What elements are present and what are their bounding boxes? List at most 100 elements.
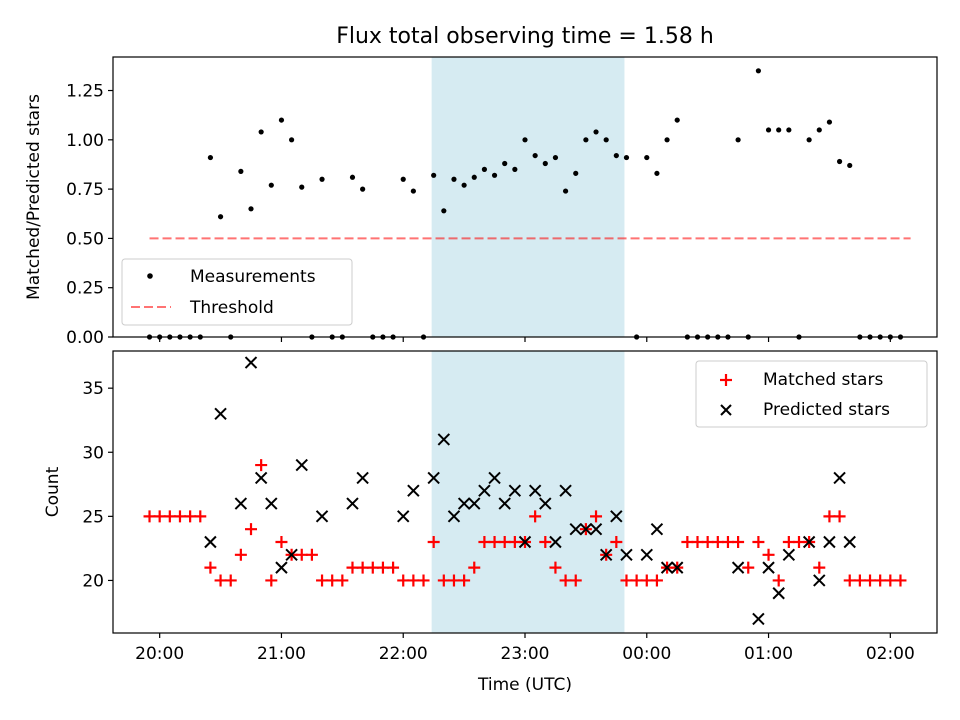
matched-star-point: [559, 574, 572, 587]
predicted-star-point: [671, 561, 684, 574]
y-tick-label: 0.50: [66, 229, 104, 249]
bottom-observing-span: [431, 351, 625, 633]
top-axes-frame: [112, 56, 938, 338]
matched-star-point: [437, 574, 450, 587]
y-tick-label: 35: [82, 379, 104, 399]
legend-predicted-marker: [720, 404, 732, 416]
predicted-star-point: [508, 484, 522, 497]
predicted-star-point: [447, 510, 461, 523]
matched-star-point: [427, 535, 440, 548]
measurement-point: [623, 154, 630, 161]
top-y-axis: 0.00 0.25 0.50 0.75 1.00 1.25: [66, 82, 113, 348]
matched-star-point: [245, 523, 258, 536]
y-tick-label: 25: [82, 507, 104, 527]
y-tick-label: 0.75: [66, 180, 104, 200]
matched-star-point: [752, 535, 765, 548]
matched-star-point: [569, 574, 582, 587]
x-tick-label: 20:00: [135, 644, 184, 664]
predicted-star-point: [782, 548, 796, 562]
x-tick-label: 23:00: [501, 644, 550, 664]
matched-star-point: [650, 574, 663, 587]
matched-star-point: [762, 548, 775, 561]
bottom-y-axis: 20 25 30 35: [82, 379, 113, 591]
measurement-point: [664, 137, 670, 143]
predicted-star-point: [823, 535, 836, 549]
legend-threshold-label: Threshold: [189, 298, 274, 318]
measurement-point: [735, 137, 741, 143]
matched-star-point: [214, 574, 227, 587]
measurement-point: [755, 68, 761, 74]
bottom-legend: Matched stars Predicted stars: [695, 360, 928, 428]
matched-star-point: [173, 510, 186, 523]
measurement-point: [481, 166, 488, 172]
matched-star-point: [732, 535, 745, 548]
matched-star-point: [874, 574, 887, 587]
predicted-star-point: [813, 574, 826, 587]
predicted-star-point: [346, 497, 359, 510]
predicted-star-point: [254, 471, 268, 485]
measurement-point: [238, 168, 244, 174]
predicted-star-point: [275, 561, 288, 574]
matched-star-point: [316, 574, 329, 587]
matched-star-point: [295, 548, 308, 561]
predicted-star-point: [620, 548, 633, 562]
matched-star-point: [823, 510, 836, 523]
top-observing-span: [431, 57, 625, 337]
measurement-point: [289, 137, 295, 143]
measurement-point: [674, 117, 680, 123]
bottom-y-axis-label: Count: [43, 466, 63, 517]
matched-star-point: [742, 561, 755, 574]
chart-title: Flux total observing time = 1.58 h: [336, 24, 714, 49]
matched-star-point: [458, 574, 471, 587]
measurement-point: [552, 154, 559, 161]
matched-star-point: [640, 574, 653, 587]
matched-star-point: [346, 561, 359, 574]
measurement-point: [491, 172, 498, 178]
matched-star-point: [539, 535, 552, 548]
measurement-point: [461, 182, 467, 188]
measurement-point: [278, 117, 285, 123]
measurement-point: [349, 174, 356, 180]
matched-star-point: [772, 574, 785, 587]
matched-star-point: [478, 535, 491, 548]
predicted-star-point: [772, 587, 785, 600]
predicted-star-point: [488, 471, 501, 485]
measurement-point: [319, 176, 325, 182]
predicted-star-point: [407, 484, 420, 497]
measurement-point: [776, 127, 782, 133]
bottom-panel: 20 25 30 35 20:00 21:00 22:00 23:00 00:00 01:00 0…: [43, 350, 938, 695]
predicted-star-point: [265, 497, 278, 510]
matched-star-point: [397, 574, 410, 587]
measurement-point: [562, 188, 569, 194]
predicted-star-point: [762, 561, 775, 574]
matched-star-point: [326, 574, 339, 587]
matched-star-point: [143, 510, 156, 523]
predicted-star-point: [478, 484, 491, 497]
y-tick-label: 1.25: [66, 82, 104, 102]
measurement-point: [258, 129, 264, 135]
predicted-star-point: [833, 471, 846, 485]
predicted-star-point: [285, 548, 298, 562]
matched-star-point: [529, 510, 542, 523]
x-axis-label: Time (UTC): [477, 675, 572, 695]
matched-star-point: [691, 535, 704, 548]
top-y-axis-label: Matched/Predicted stars: [24, 94, 44, 300]
y-tick-label: 1.00: [66, 131, 104, 151]
matched-star-point: [407, 574, 420, 587]
predicted-star-point: [518, 535, 532, 549]
predicted-star-point: [244, 356, 258, 369]
measurement-point: [847, 162, 853, 169]
matched-star-point: [711, 535, 724, 548]
predicted-star-point: [315, 510, 329, 523]
predicted-star-point: [559, 484, 572, 497]
x-tick-label: 00:00: [622, 644, 671, 664]
measurement-point: [410, 188, 416, 194]
matched-star-point: [792, 535, 805, 548]
matched-star-point: [884, 574, 897, 587]
measurement-point: [613, 152, 619, 159]
predicted-star-point: [356, 471, 369, 485]
matched-star-point: [153, 510, 166, 523]
matched-star-point: [356, 561, 369, 574]
top-x-ticks: [159, 337, 891, 342]
matched-star-point: [864, 574, 877, 587]
